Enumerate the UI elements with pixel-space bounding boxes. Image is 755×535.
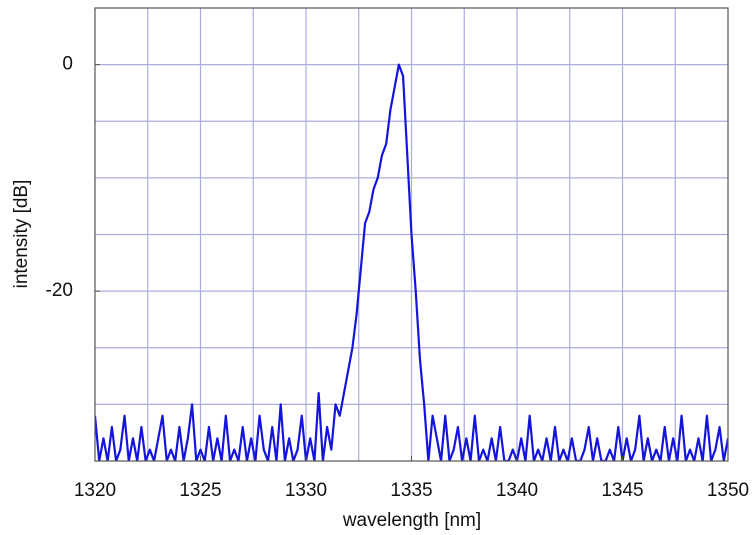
spectrum-line [95, 63, 728, 461]
y-axis-label: intensity [dB] [11, 180, 32, 289]
x-axis-label: wavelength [nm] [342, 510, 481, 531]
x-tick-label: 1320 [74, 480, 116, 501]
x-tick-label: 1325 [179, 480, 221, 501]
x-tick-label: 1335 [390, 480, 432, 501]
y-tick-label: 0 [62, 54, 73, 75]
x-tick-label: 1350 [707, 480, 749, 501]
x-tick-label: 1340 [496, 480, 538, 501]
x-tick-label: 1330 [285, 480, 327, 501]
x-tick-label: 1345 [601, 480, 643, 501]
y-tick-label: -20 [46, 280, 73, 301]
